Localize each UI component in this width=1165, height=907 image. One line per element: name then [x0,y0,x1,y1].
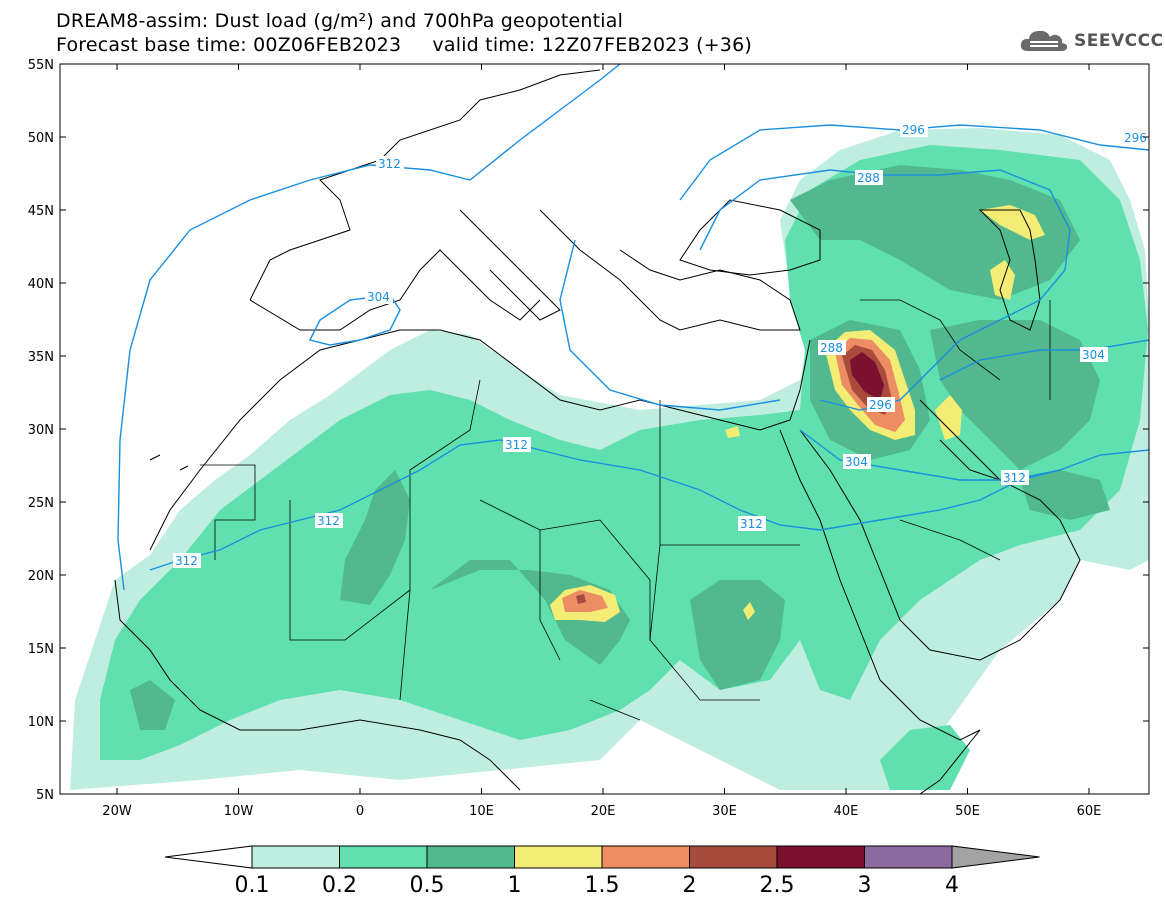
contour-label: 288 [820,341,843,355]
colorbar-label: 3 [858,873,872,898]
lat-label: 5N [36,788,54,803]
lat-label: 30N [28,423,54,438]
latitude-axis: 55N 50N 45N 40N 35N 30N 25N 20N 15N 10N 5N [28,58,1149,803]
lon-label: 0 [356,804,364,819]
map-title: DREAM8-assim: Dust load (g/m²) and 700hP… [56,10,624,32]
longitude-axis: 20W 10W 0 10E 20E 30E 40E 50E 60E [102,64,1101,819]
lat-label: 45N [28,204,54,219]
contour-label: 304 [367,290,390,304]
colorbar-swatch [514,845,603,869]
contour-label: 304 [845,455,868,469]
lon-label: 20W [102,804,132,819]
colorbar-swatch [339,845,428,869]
contour-label: 296 [1124,131,1147,145]
contour-labels: 312 296 296 288 304 288 296 304 312 312 … [173,122,1149,568]
country-borders [200,299,1051,721]
colorbar: 0.1 0.2 0.5 1 1.5 2 2.5 3 4 [164,845,1040,898]
contour-label: 312 [740,517,763,531]
contour-label: 312 [1003,471,1026,485]
map-subtitle: Forecast base time: 00Z06FEB2023 valid t… [56,34,752,56]
seevccc-logo: SEEVCCC [1018,26,1164,56]
lon-label: 50E [955,804,980,819]
colorbar-label: 1 [508,873,522,898]
lon-label: 60E [1077,804,1102,819]
colorbar-swatch [251,845,340,869]
colorbar-label: 0.5 [410,873,445,898]
contour-label: 304 [1082,348,1105,362]
lat-label: 25N [28,496,54,511]
lat-label: 35N [28,350,54,365]
colorbar-label: 2.5 [760,873,795,898]
lat-label: 50N [28,131,54,146]
lon-label: 10E [469,804,494,819]
contour-label: 296 [902,123,925,137]
lon-label: 20E [591,804,616,819]
lat-label: 40N [28,277,54,292]
colorbar-swatch [864,845,953,869]
lon-label: 30E [712,804,737,819]
dust-level-0.2 [100,145,1148,790]
lat-label: 20N [28,569,54,584]
contour-label: 296 [869,398,892,412]
colorbar-label: 0.1 [235,873,270,898]
colorbar-lower-extension [164,845,253,869]
lat-label: 55N [28,58,54,73]
lon-label: 40E [834,804,859,819]
colorbar-swatch [689,845,778,869]
contour-label: 312 [378,157,401,171]
lat-label: 10N [28,715,54,730]
coastlines [114,69,1081,794]
logo-text: SEEVCCC [1074,31,1164,51]
contour-label: 312 [175,554,198,568]
colorbar-label: 0.2 [322,873,357,898]
colorbar-swatch [776,845,865,869]
lat-label: 15N [28,642,54,657]
lon-label: 10W [224,804,254,819]
colorbar-swatch [601,845,690,869]
contour-label: 288 [857,171,880,185]
geopotential-contours [117,64,1149,591]
colorbar-label: 2 [683,873,697,898]
colorbar-label: 1.5 [585,873,620,898]
dust-level-2.5 [850,352,884,400]
cloud-icon [1020,30,1068,51]
colorbar-upper-extension [951,845,1040,869]
colorbar-swatch [426,845,515,869]
contour-label: 312 [505,438,528,452]
colorbar-label: 4 [945,873,959,898]
contour-label: 312 [317,514,340,528]
